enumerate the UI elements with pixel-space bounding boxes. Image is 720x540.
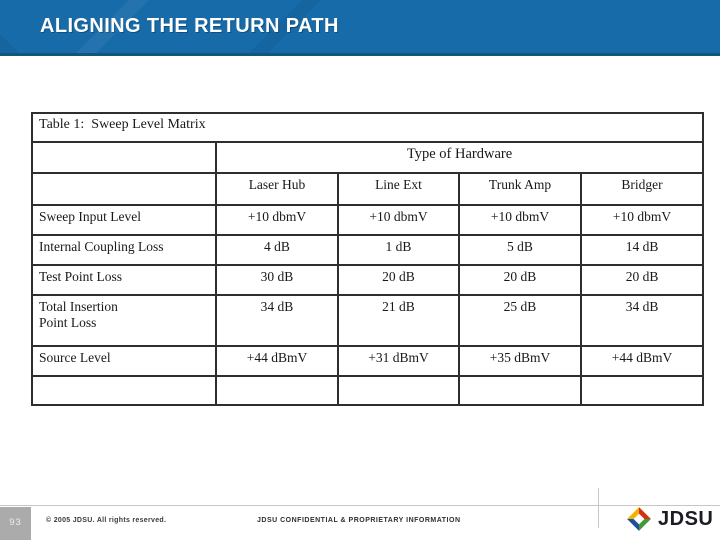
cell-value: 34 dB (579, 294, 705, 347)
cell-value: 34 dB (215, 294, 339, 347)
column-header-line-ext: Line Ext (337, 172, 460, 206)
cell-value: +10 dbmV (458, 204, 582, 236)
group-header: Type of Hardware (214, 141, 705, 174)
empty-cell (458, 375, 582, 406)
jdsu-diamond-icon (627, 507, 651, 531)
cell-value: 5 dB (458, 234, 582, 266)
cell-value: 4 dB (215, 234, 339, 266)
column-header-laser-hub: Laser Hub (215, 172, 339, 206)
cell-value: 30 dB (215, 264, 339, 296)
cell-value: 20 dB (579, 264, 705, 296)
title-bar: ALIGNING THE RETURN PATH (0, 0, 720, 56)
row-label: Source Level (31, 345, 217, 377)
empty-cell (215, 375, 339, 406)
column-header-row: Laser Hub Line Ext Trunk Amp Bridger (31, 172, 705, 206)
column-header-trunk-amp: Trunk Amp (458, 172, 582, 206)
cell-value: 1 dB (337, 234, 460, 266)
cell-value: +31 dBmV (337, 345, 460, 377)
cell-value: 14 dB (579, 234, 705, 266)
cell-value: +35 dBmV (458, 345, 582, 377)
empty-cell (337, 375, 460, 406)
row-label: Total Insertion Point Loss (31, 294, 217, 347)
cell-value: +10 dbmV (337, 204, 460, 236)
slide-title: ALIGNING THE RETURN PATH (40, 15, 339, 37)
table-row-test-point-loss: Test Point Loss 30 dB 20 dB 20 dB 20 dB (31, 264, 705, 296)
row-label: Internal Coupling Loss (31, 234, 217, 266)
table-row-sweep-input-level: Sweep Input Level +10 dbmV +10 dbmV +10 … (31, 204, 705, 236)
cell-value: 20 dB (458, 264, 582, 296)
cell-value: +44 dBmV (579, 345, 705, 377)
cell-value: +44 dBmV (215, 345, 339, 377)
page-number-badge: 93 (0, 507, 31, 540)
table-row-total-insertion-point-loss: Total Insertion Point Loss 34 dB 21 dB 2… (31, 294, 705, 347)
copyright-text: © 2005 JDSU. All rights reserved. (46, 517, 167, 524)
table-caption-row: Table 1: Sweep Level Matrix (30, 112, 705, 143)
cell-value: 20 dB (337, 264, 460, 296)
cell-value: +10 dbmV (215, 204, 339, 236)
table-row-internal-coupling-loss: Internal Coupling Loss 4 dB 1 dB 5 dB 14… (31, 234, 705, 266)
row-label: Test Point Loss (31, 264, 217, 296)
table-caption: Table 1: Sweep Level Matrix (30, 112, 705, 143)
table-row-empty (31, 375, 705, 406)
cell-value: 21 dB (337, 294, 460, 347)
sweep-level-table-container: Table 1: Sweep Level Matrix Type of Hard… (30, 112, 705, 406)
cell-value: 25 dB (458, 294, 582, 347)
cell-value: +10 dbmV (579, 204, 705, 236)
jdsu-logo-text: JDSU (658, 508, 714, 530)
group-header-row: Type of Hardware (31, 141, 705, 174)
column-header-bridger: Bridger (579, 172, 705, 206)
jdsu-logo: JDSU (626, 506, 713, 532)
empty-cell (31, 172, 217, 206)
empty-cell (31, 141, 217, 174)
table-row-source-level: Source Level +44 dBmV +31 dBmV +35 dBmV … (31, 345, 705, 377)
empty-cell (31, 375, 217, 406)
confidential-text: JDSU CONFIDENTIAL & PROPRIETARY INFORMAT… (257, 517, 461, 524)
empty-cell (579, 375, 705, 406)
sweep-level-matrix-table: Table 1: Sweep Level Matrix Type of Hard… (30, 112, 705, 406)
footer-separator-line (0, 505, 720, 506)
footer-vertical-divider (598, 488, 599, 528)
row-label: Sweep Input Level (31, 204, 217, 236)
